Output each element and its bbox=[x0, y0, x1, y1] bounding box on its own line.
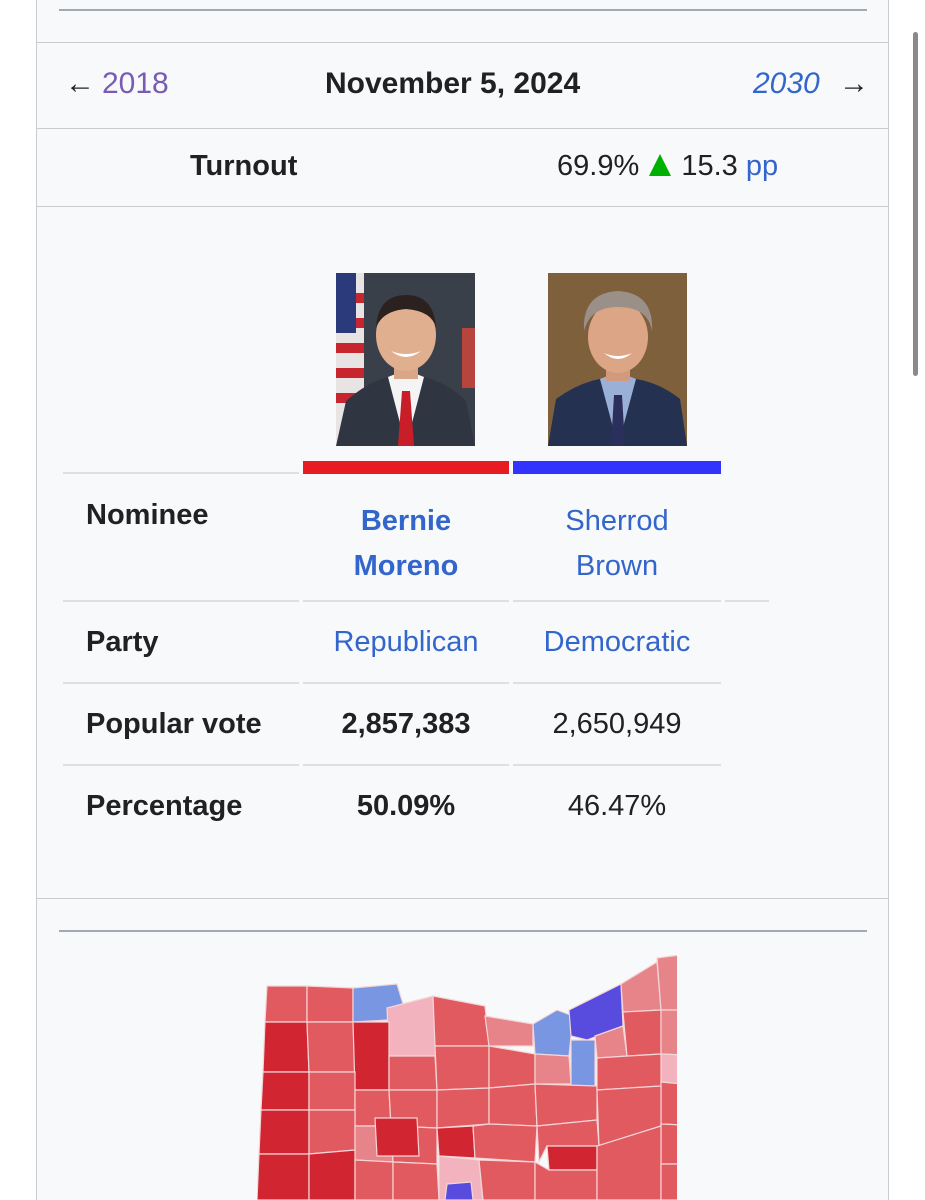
map-county[interactable] bbox=[660, 1123, 677, 1165]
county-results-map[interactable] bbox=[257, 950, 677, 1200]
map-county[interactable] bbox=[596, 1125, 662, 1200]
nav-border bbox=[37, 128, 888, 129]
candidate-photo-brown[interactable] bbox=[548, 273, 687, 446]
turnout-change: 15.3 bbox=[681, 150, 738, 182]
party-label: Party bbox=[86, 626, 159, 658]
row-line bbox=[725, 600, 769, 602]
row-line bbox=[513, 600, 721, 602]
scrollbar-thumb[interactable] bbox=[913, 32, 918, 376]
map-county[interactable] bbox=[660, 1081, 677, 1126]
election-date: November 5, 2024 bbox=[325, 67, 581, 100]
map-county[interactable] bbox=[374, 1117, 420, 1157]
map-county[interactable] bbox=[472, 1123, 538, 1163]
brown-last-name[interactable]: Brown bbox=[575, 550, 659, 582]
election-infobox: ← 2018 November 5, 2024 2030 → Turnout 6… bbox=[36, 0, 889, 1200]
map-county[interactable] bbox=[354, 1159, 394, 1200]
moreno-portrait bbox=[336, 273, 475, 446]
map-county[interactable] bbox=[660, 1053, 677, 1086]
popular-vote-moreno: 2,857,383 bbox=[341, 708, 471, 740]
map-county[interactable] bbox=[436, 1125, 476, 1159]
row-line bbox=[303, 682, 509, 684]
republican-color-bar bbox=[303, 461, 509, 474]
turnout-value: 69.9% bbox=[557, 150, 640, 182]
row-line bbox=[303, 764, 509, 766]
row-line bbox=[513, 764, 721, 766]
row-line bbox=[63, 764, 299, 766]
prev-election-arrow[interactable]: ← bbox=[65, 67, 95, 100]
map-county[interactable] bbox=[660, 1009, 677, 1056]
row-line bbox=[63, 682, 299, 684]
popular-vote-brown: 2,650,949 bbox=[552, 708, 682, 740]
popular-vote-label: Popular vote bbox=[86, 708, 262, 740]
map-county[interactable] bbox=[444, 1181, 474, 1200]
map-county[interactable] bbox=[352, 1021, 390, 1091]
map-county[interactable] bbox=[546, 1145, 598, 1171]
map-county[interactable] bbox=[532, 1009, 574, 1057]
map-county[interactable] bbox=[660, 1163, 677, 1200]
row-line bbox=[303, 600, 509, 602]
map-county[interactable] bbox=[308, 1109, 356, 1155]
row-line bbox=[513, 682, 721, 684]
map-county[interactable] bbox=[436, 1087, 490, 1129]
map-county[interactable] bbox=[308, 1071, 356, 1111]
map-county[interactable] bbox=[534, 1053, 572, 1085]
map-county[interactable] bbox=[488, 1083, 538, 1127]
moreno-last-name[interactable]: Moreno bbox=[353, 550, 459, 582]
map-county[interactable] bbox=[306, 985, 354, 1023]
map-county[interactable] bbox=[432, 995, 490, 1047]
map-county[interactable] bbox=[388, 1055, 438, 1091]
map-county[interactable] bbox=[534, 1083, 598, 1127]
map-county[interactable] bbox=[478, 1159, 536, 1200]
map-divider bbox=[59, 930, 867, 932]
label-column-line bbox=[63, 472, 299, 474]
map-county[interactable] bbox=[484, 1015, 534, 1047]
party-republican-link[interactable]: Republican bbox=[333, 626, 479, 658]
map-county[interactable] bbox=[306, 1021, 356, 1073]
map-county[interactable] bbox=[392, 1161, 440, 1200]
nominee-moreno-link[interactable]: Bernie Moreno bbox=[303, 499, 509, 589]
map-county[interactable] bbox=[570, 1039, 596, 1087]
map-county[interactable] bbox=[260, 1071, 310, 1111]
democratic-color-bar bbox=[513, 461, 721, 474]
map-county[interactable] bbox=[262, 1021, 310, 1073]
prev-election-link[interactable]: 2018 bbox=[102, 67, 169, 100]
turnout-label: Turnout bbox=[190, 150, 298, 182]
map-county[interactable] bbox=[656, 952, 677, 1011]
percentage-moreno: 50.09% bbox=[356, 790, 456, 822]
map-county[interactable] bbox=[620, 960, 662, 1013]
map-county[interactable] bbox=[622, 1009, 662, 1057]
map-county[interactable] bbox=[596, 1053, 662, 1091]
next-election-link[interactable]: 2030 bbox=[753, 67, 820, 100]
map-county[interactable] bbox=[308, 1149, 356, 1200]
increase-triangle-icon bbox=[649, 154, 672, 176]
map-county[interactable] bbox=[258, 1109, 310, 1155]
top-divider bbox=[59, 9, 867, 11]
moreno-first-name[interactable]: Bernie bbox=[360, 505, 452, 537]
map-county[interactable] bbox=[488, 1045, 536, 1089]
nominee-brown-link[interactable]: Sherrod Brown bbox=[513, 499, 721, 589]
percentage-points-link[interactable]: pp bbox=[745, 150, 779, 182]
row-line bbox=[63, 600, 299, 602]
percentage-brown: 46.47% bbox=[567, 790, 667, 822]
turnout-value-group: 69.9% 15.3 pp bbox=[557, 150, 778, 183]
percentage-label: Percentage bbox=[86, 790, 243, 822]
candidate-photo-moreno[interactable] bbox=[336, 273, 475, 446]
header-border bbox=[37, 42, 888, 43]
results-border bbox=[37, 898, 888, 899]
nominee-label: Nominee bbox=[86, 499, 209, 531]
turnout-border bbox=[37, 206, 888, 207]
party-democratic-link[interactable]: Democratic bbox=[543, 626, 691, 658]
map-county[interactable] bbox=[434, 1045, 490, 1091]
brown-first-name[interactable]: Sherrod bbox=[565, 505, 669, 537]
brown-portrait bbox=[548, 273, 687, 446]
next-election-arrow[interactable]: → bbox=[839, 67, 869, 100]
map-county[interactable] bbox=[264, 985, 308, 1023]
map-county[interactable] bbox=[257, 1153, 310, 1200]
